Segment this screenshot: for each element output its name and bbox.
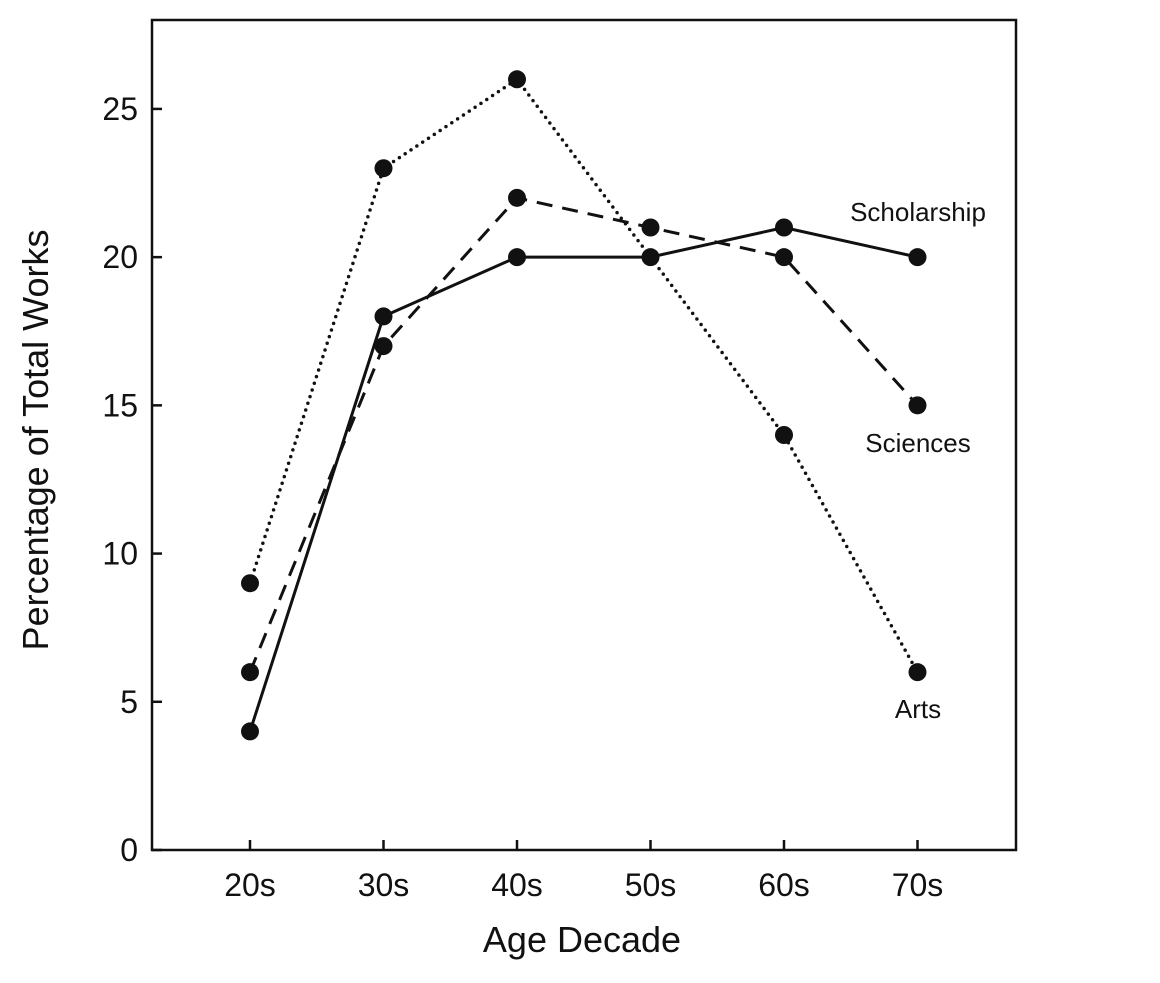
x-tick-label: 60s — [758, 867, 810, 903]
data-point-arts — [374, 159, 393, 178]
data-point-arts — [775, 426, 793, 444]
data-point-scholarship — [641, 248, 660, 267]
y-tick-label: 0 — [120, 832, 138, 868]
data-point-scholarship — [775, 218, 793, 237]
series-line-arts — [248, 77, 920, 674]
x-tick-label: 20s — [224, 867, 276, 903]
series-labels: Scholarship Sciences Arts — [850, 197, 986, 724]
series-label-sciences: Sciences — [865, 428, 971, 458]
y-tick-label: 5 — [120, 684, 138, 720]
data-point-arts — [508, 70, 526, 89]
y-tick-label: 10 — [102, 536, 138, 572]
plot-frame — [150, 18, 1018, 852]
y-tick-label: 20 — [102, 239, 138, 275]
data-point-scholarship — [241, 722, 259, 741]
series-line-scholarship — [248, 226, 918, 732]
series-label-scholarship: Scholarship — [850, 197, 986, 227]
data-point-sciences — [508, 188, 526, 207]
y-tick-label: 15 — [102, 387, 138, 423]
series-lines — [248, 77, 920, 732]
x-tick-label: 40s — [491, 867, 543, 903]
data-point-sciences — [241, 663, 259, 682]
data-point-scholarship — [508, 248, 526, 267]
series-label-arts: Arts — [895, 694, 941, 724]
data-points — [241, 70, 927, 741]
x-tick-label: 30s — [358, 867, 410, 903]
data-point-arts — [241, 574, 259, 593]
axes: 0 5 10 15 20 25 20s 30s 40s 50s 60s 70s — [102, 18, 1018, 903]
y-axis-title: Percentage of Total Works — [15, 230, 56, 651]
data-point-sciences — [641, 218, 660, 237]
data-point-arts — [908, 663, 927, 682]
y-tick-label: 25 — [102, 91, 138, 127]
data-point-scholarship — [374, 307, 393, 326]
x-axis-title: Age Decade — [483, 919, 681, 960]
series-line-sciences — [248, 196, 919, 673]
x-tick-label: 70s — [892, 867, 944, 903]
data-point-scholarship — [908, 248, 927, 267]
data-point-sciences — [374, 337, 393, 356]
x-tick-label: 50s — [625, 867, 677, 903]
data-point-sciences — [775, 248, 793, 267]
data-point-sciences — [908, 396, 927, 415]
